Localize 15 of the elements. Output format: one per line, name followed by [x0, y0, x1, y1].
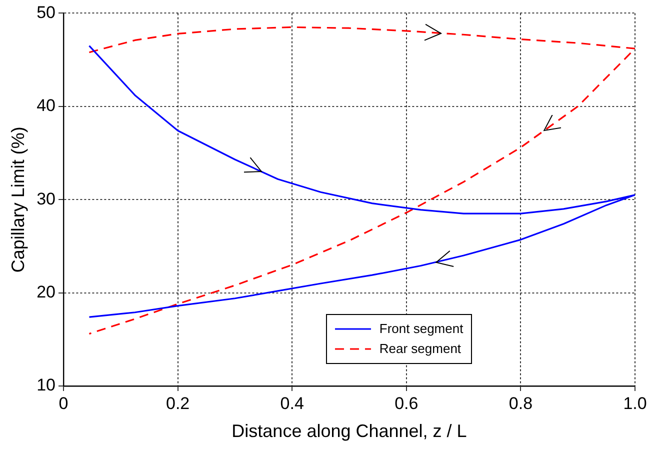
y-tick-label: 20 [36, 282, 56, 302]
legend-label: Front segment [379, 320, 464, 338]
y-tick-label: 10 [36, 376, 56, 395]
x-tick-label: 0 [58, 394, 68, 413]
x-tick-label: 0.8 [508, 394, 533, 413]
y-tick-label: 50 [36, 2, 56, 22]
legend-label: Rear segment [379, 340, 462, 358]
x-tick-label: 1.0 [623, 394, 647, 413]
x-tick-label: 0.6 [394, 394, 418, 413]
x-axis-title: Distance along Channel, z / L [232, 421, 467, 442]
x-tick-label: 0.4 [280, 394, 304, 413]
x-tick-label: 0.2 [166, 394, 190, 413]
y-tick-label: 40 [36, 96, 56, 116]
y-tick-label: 30 [36, 189, 56, 208]
y-axis-title: Capillary Limit (%) [8, 126, 28, 273]
